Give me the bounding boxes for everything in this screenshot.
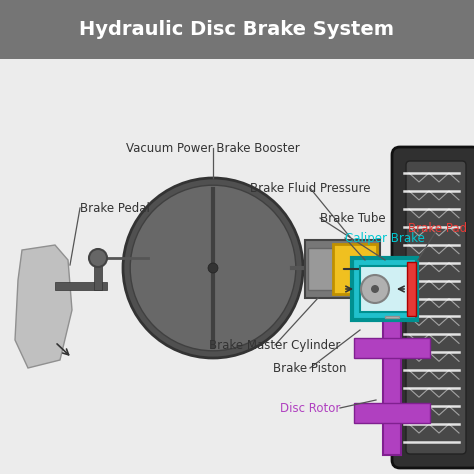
FancyBboxPatch shape — [308, 248, 333, 290]
FancyBboxPatch shape — [354, 338, 430, 358]
Circle shape — [371, 285, 379, 293]
FancyBboxPatch shape — [0, 0, 474, 59]
FancyBboxPatch shape — [305, 240, 380, 298]
Text: Disc Rotor: Disc Rotor — [280, 401, 340, 414]
Circle shape — [89, 249, 107, 267]
FancyBboxPatch shape — [407, 262, 416, 316]
Circle shape — [208, 263, 218, 273]
FancyBboxPatch shape — [360, 266, 409, 312]
FancyBboxPatch shape — [406, 161, 466, 454]
FancyBboxPatch shape — [352, 258, 417, 320]
FancyBboxPatch shape — [354, 403, 430, 423]
FancyBboxPatch shape — [392, 147, 474, 468]
Text: Brake Pad: Brake Pad — [409, 221, 467, 235]
Text: Brake Pedal: Brake Pedal — [80, 201, 150, 215]
FancyBboxPatch shape — [383, 318, 401, 455]
Circle shape — [130, 185, 296, 351]
Polygon shape — [15, 245, 72, 368]
FancyBboxPatch shape — [333, 244, 377, 294]
Circle shape — [361, 275, 389, 303]
Text: Brake Master Cylinder: Brake Master Cylinder — [210, 338, 341, 352]
FancyBboxPatch shape — [94, 260, 102, 290]
Text: Vacuum Power Brake Booster: Vacuum Power Brake Booster — [126, 142, 300, 155]
Text: Brake Tube: Brake Tube — [320, 211, 386, 225]
Text: Brake Fluid Pressure: Brake Fluid Pressure — [250, 182, 370, 194]
Text: Caliper Brake: Caliper Brake — [345, 231, 425, 245]
Circle shape — [123, 178, 303, 358]
FancyBboxPatch shape — [385, 316, 399, 318]
FancyBboxPatch shape — [55, 282, 107, 290]
Text: Hydraulic Disc Brake System: Hydraulic Disc Brake System — [80, 20, 394, 39]
Text: Brake Piston: Brake Piston — [273, 362, 347, 374]
